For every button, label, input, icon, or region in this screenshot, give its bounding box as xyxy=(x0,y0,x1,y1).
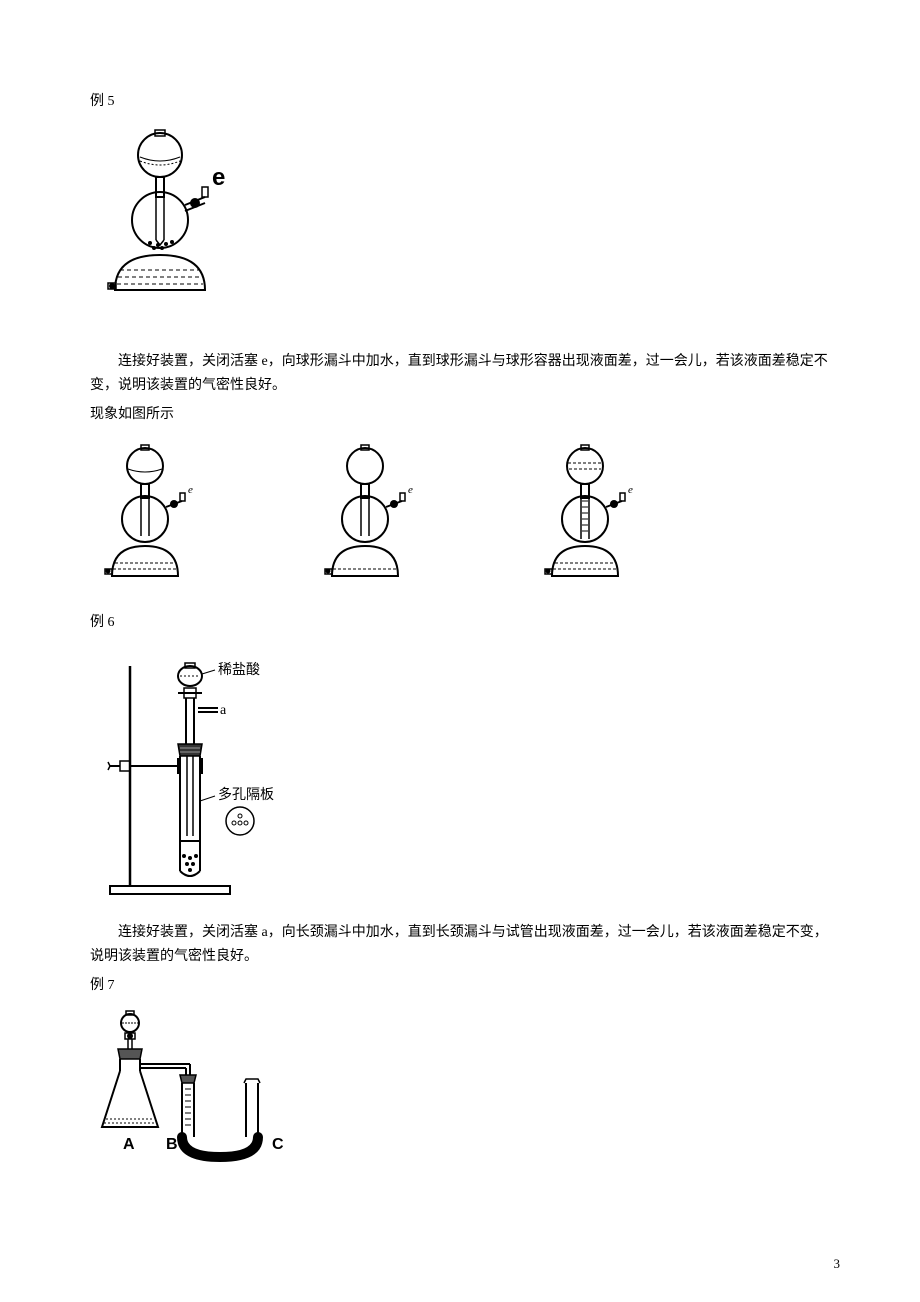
svg-text:e: e xyxy=(628,484,633,496)
svg-text:e: e xyxy=(408,484,413,496)
label-a: A xyxy=(123,1136,135,1153)
label-b: B xyxy=(166,1136,178,1153)
kipp-apparatus-icon: e xyxy=(90,125,260,335)
label-c: C xyxy=(272,1136,284,1153)
example-6-figure: 稀盐酸 a 多孔隔板 xyxy=(90,646,840,906)
example-6-label: 例 6 xyxy=(90,611,840,631)
label-e: e xyxy=(212,164,225,191)
example-7-label: 例 7 xyxy=(90,974,840,994)
example-5-figure-row: e e e xyxy=(90,441,840,601)
example-5-description: 连接好装置，关闭活塞 e，向球形漏斗中加水，直到球形漏斗与球形容器出现液面差，过… xyxy=(90,350,840,398)
a-label: a xyxy=(220,703,227,718)
example-6-description: 连接好装置，关闭活塞 a，向长颈漏斗中加水，直到长颈漏斗与试管出现液面差，过一会… xyxy=(90,921,840,969)
svg-text:e: e xyxy=(188,484,193,496)
retort-stand-apparatus-icon: 稀盐酸 a 多孔隔板 xyxy=(90,646,310,906)
phenomenon-label: 现象如图所示 xyxy=(90,403,840,427)
example-5-label: 例 5 xyxy=(90,90,840,110)
example-5-main-figure: e xyxy=(90,125,840,335)
example-7-figure: A B C xyxy=(90,1009,840,1174)
kipp-variant-1-icon: e xyxy=(90,441,220,601)
page-number: 3 xyxy=(834,1256,841,1272)
kipp-variant-2-icon: e xyxy=(310,441,440,601)
acid-label: 稀盐酸 xyxy=(218,662,260,678)
kipp-variant-3-icon: e xyxy=(530,441,660,601)
plate-label: 多孔隔板 xyxy=(218,786,274,803)
flask-utube-apparatus-icon: A B C xyxy=(90,1009,320,1174)
